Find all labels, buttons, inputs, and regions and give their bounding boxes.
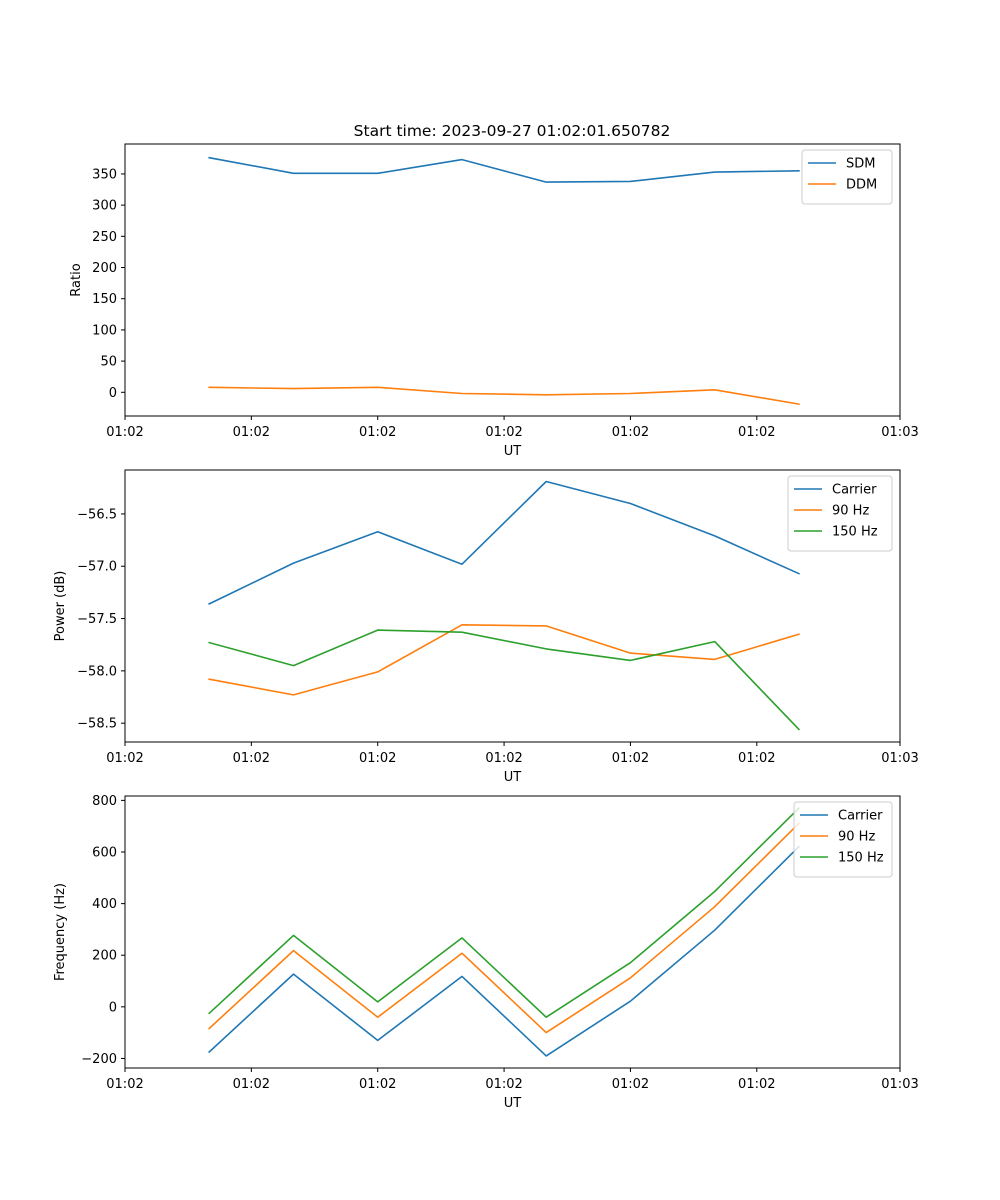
y-tick-label: −58.5 [77,717,117,732]
x-axis-label: UT [504,1096,522,1111]
series-line-150-hz [208,806,801,1019]
legend-entry-ddm: DDM [846,178,877,193]
legend-entry-carrier: Carrier [838,809,883,824]
panel-1: 01:02 01:02 01:02 01:02 01:02 01:02 01:03 0 50 10… [69,143,919,459]
y-tick-label: 300 [92,199,117,214]
x-tick-label: 01:02 [738,425,775,440]
legend-entry-sdm: SDM [846,157,875,172]
x-tick-label: 01:02 [233,751,270,766]
panel-2: 01:02 01:02 01:02 01:02 01:02 01:02 01:03 −58.5… [53,469,919,785]
series-line-90-hz [208,623,800,696]
x-tick-label: 01:02 [738,751,775,766]
x-tick-label: 01:02 [612,425,649,440]
y-axis-label: Frequency (Hz) [53,883,68,981]
x-tick-label: 01:02 [359,751,396,766]
x-tick-label: 01:02 [359,425,396,440]
series-line-carrier [208,480,800,605]
legend-frame [793,801,893,878]
y-tick-label: −56.5 [77,507,117,522]
y-tick-label: 800 [92,794,117,809]
x-tick-label: 01:02 [106,1077,143,1092]
axes-frame [124,143,901,417]
y-tick-label: 200 [92,261,117,276]
x-tick-label: 01:03 [881,1077,918,1092]
series-line-sdm [208,156,800,183]
legend-entry-150-hz: 150 Hz [832,525,878,540]
legend-entry-90-hz: 90 Hz [832,504,869,519]
y-tick-label: 400 [92,897,117,912]
plot-panels: 01:02 01:02 01:02 01:02 01:02 01:02 01:03 0 50 10… [53,143,919,1111]
axes-frame [124,795,901,1069]
y-tick-label: −57.0 [77,560,117,575]
y-tick-label: 150 [92,292,117,307]
y-tick-label: 350 [92,167,117,182]
y-tick-label: 0 [109,386,117,401]
x-tick-label: 01:02 [233,1077,270,1092]
series-line-150-hz [208,629,801,731]
series-line-ddm [208,386,800,406]
y-tick-label: 100 [92,323,117,338]
legend-entry-150-hz: 150 Hz [838,851,884,866]
chart-title: Start time: 2023-09-27 01:02:01.650782 [354,122,671,140]
x-tick-label: 01:02 [612,751,649,766]
axes-frame [124,469,901,743]
x-tick-label: 01:02 [359,1077,396,1092]
x-axis-label: UT [504,770,522,785]
y-tick-label: 200 [92,949,117,964]
x-tick-label: 01:03 [881,751,918,766]
legend-frame [787,475,893,552]
legend: SDM DDM [801,149,893,205]
panel-3: 01:02 01:02 01:02 01:02 01:02 01:02 01:03 −200 0… [53,794,919,1111]
y-tick-label: 0 [109,1000,117,1015]
x-tick-label: 01:02 [233,425,270,440]
series-line-90-hz [208,822,801,1034]
legend-entry-90-hz: 90 Hz [838,830,875,845]
y-tick-label: −58.0 [77,664,117,679]
x-tick-label: 01:03 [881,425,918,440]
y-tick-label: 50 [100,355,117,370]
y-tick-label: −200 [81,1052,117,1067]
y-axis-label: Ratio [69,263,84,296]
legend: Carrier 90 Hz 150 Hz [787,475,893,552]
legend: Carrier 90 Hz 150 Hz [793,801,893,878]
y-tick-label: 250 [92,230,117,245]
x-tick-label: 01:02 [485,1077,522,1092]
x-tick-label: 01:02 [106,751,143,766]
x-tick-label: 01:02 [485,425,522,440]
legend-entry-carrier: Carrier [832,483,877,498]
y-axis-label: Power (dB) [53,571,68,642]
x-tick-label: 01:02 [612,1077,649,1092]
x-tick-label: 01:02 [106,425,143,440]
x-axis-label: UT [504,444,522,459]
x-tick-label: 01:02 [485,751,522,766]
y-tick-label: 600 [92,846,117,861]
y-tick-label: −57.5 [77,612,117,627]
series-line-carrier [208,845,801,1057]
x-tick-label: 01:02 [738,1077,775,1092]
